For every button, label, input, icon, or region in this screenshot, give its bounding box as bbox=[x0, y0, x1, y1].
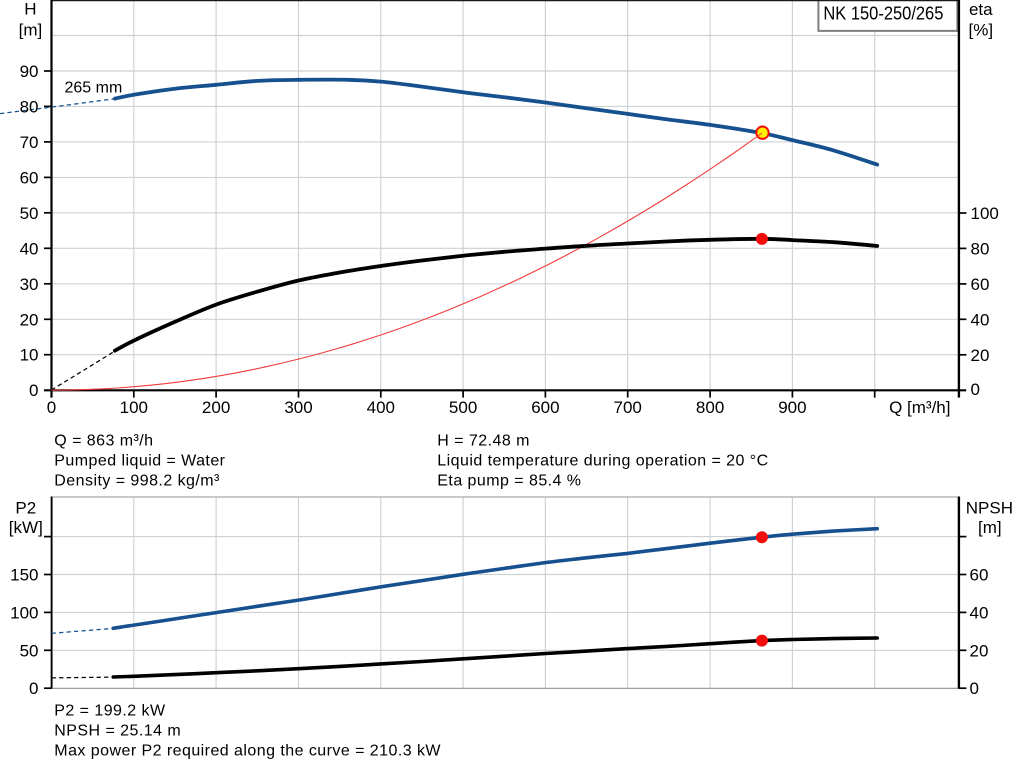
svg-text:NK 150-250/265: NK 150-250/265 bbox=[823, 2, 943, 23]
svg-text:600: 600 bbox=[531, 398, 559, 417]
svg-text:eta: eta bbox=[969, 0, 993, 19]
svg-text:500: 500 bbox=[449, 398, 477, 417]
svg-text:50: 50 bbox=[20, 204, 39, 223]
svg-text:Q = 863 m³/h: Q = 863 m³/h bbox=[54, 433, 153, 450]
svg-text:20: 20 bbox=[20, 310, 39, 329]
svg-text:60: 60 bbox=[971, 275, 990, 294]
svg-text:[m]: [m] bbox=[19, 21, 43, 40]
svg-text:[kW]: [kW] bbox=[9, 518, 43, 537]
svg-text:0: 0 bbox=[971, 380, 980, 399]
svg-text:10: 10 bbox=[20, 346, 39, 365]
svg-text:700: 700 bbox=[614, 398, 642, 417]
svg-text:150: 150 bbox=[10, 566, 38, 585]
svg-text:0: 0 bbox=[970, 679, 979, 698]
svg-text:200: 200 bbox=[202, 398, 230, 417]
svg-text:80: 80 bbox=[20, 97, 39, 116]
svg-text:H: H bbox=[24, 0, 36, 19]
svg-text:[%]: [%] bbox=[969, 20, 994, 39]
svg-text:0: 0 bbox=[29, 381, 38, 400]
svg-text:400: 400 bbox=[367, 398, 395, 417]
svg-text:100: 100 bbox=[10, 603, 38, 622]
svg-text:P2 = 199.2 kW: P2 = 199.2 kW bbox=[54, 702, 166, 719]
svg-text:Density = 998.2 kg/m³: Density = 998.2 kg/m³ bbox=[54, 473, 220, 490]
svg-text:40: 40 bbox=[971, 310, 990, 329]
svg-text:Pumped liquid = Water: Pumped liquid = Water bbox=[54, 453, 225, 470]
svg-text:0: 0 bbox=[29, 679, 38, 698]
svg-text:50: 50 bbox=[20, 641, 39, 660]
svg-text:20: 20 bbox=[971, 346, 990, 365]
svg-text:Q [m³/h]: Q [m³/h] bbox=[889, 398, 950, 417]
svg-text:60: 60 bbox=[970, 566, 989, 585]
svg-text:60: 60 bbox=[20, 168, 39, 187]
svg-text:30: 30 bbox=[20, 275, 39, 294]
svg-text:P2: P2 bbox=[15, 498, 36, 517]
svg-text:80: 80 bbox=[971, 239, 990, 258]
svg-text:0: 0 bbox=[47, 398, 56, 417]
svg-text:NPSH = 25.14 m: NPSH = 25.14 m bbox=[54, 723, 181, 740]
svg-text:265 mm: 265 mm bbox=[65, 79, 123, 96]
svg-text:Max power P2 required along th: Max power P2 required along the curve = … bbox=[54, 743, 441, 760]
svg-text:40: 40 bbox=[20, 239, 39, 258]
svg-text:800: 800 bbox=[696, 398, 724, 417]
svg-text:100: 100 bbox=[120, 398, 148, 417]
svg-text:NPSH: NPSH bbox=[966, 498, 1013, 517]
svg-text:20: 20 bbox=[970, 641, 989, 660]
svg-text:100: 100 bbox=[971, 204, 999, 223]
svg-text:900: 900 bbox=[778, 398, 806, 417]
svg-text:40: 40 bbox=[970, 603, 989, 622]
svg-text:70: 70 bbox=[20, 133, 39, 152]
svg-text:Eta pump = 85.4 %: Eta pump = 85.4 % bbox=[437, 473, 581, 490]
svg-text:H = 72.48 m: H = 72.48 m bbox=[437, 433, 530, 450]
svg-text:[m]: [m] bbox=[978, 518, 1002, 537]
svg-text:300: 300 bbox=[284, 398, 312, 417]
svg-text:Liquid temperature during oper: Liquid temperature during operation = 20… bbox=[437, 453, 768, 470]
svg-text:90: 90 bbox=[20, 62, 39, 81]
